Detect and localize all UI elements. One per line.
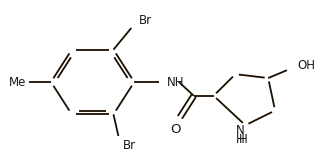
Text: OH: OH	[297, 59, 315, 72]
Text: Br: Br	[123, 139, 137, 152]
Text: H: H	[236, 133, 245, 145]
Text: H: H	[239, 133, 248, 145]
Text: NH: NH	[167, 75, 184, 89]
Text: N: N	[236, 124, 245, 137]
Text: O: O	[171, 123, 181, 136]
Text: Me: Me	[9, 75, 26, 89]
Text: Br: Br	[139, 14, 152, 27]
